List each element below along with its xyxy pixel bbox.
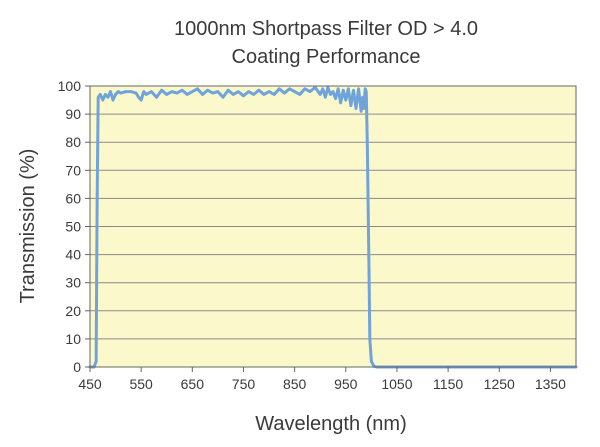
series-line-0 <box>88 85 578 369</box>
y-tick-label-20: 20 <box>65 303 81 319</box>
x-tick-label-550: 550 <box>129 376 153 392</box>
y-tick-label-100: 100 <box>58 78 82 94</box>
y-tick-label-10: 10 <box>65 331 81 347</box>
y-tick-label-70: 70 <box>65 162 81 178</box>
x-tick-label-1250: 1250 <box>484 376 515 392</box>
plot-border <box>89 85 577 368</box>
y-axis-label: Transmission (%) <box>17 149 39 304</box>
x-tick-label-650: 650 <box>181 376 205 392</box>
x-tick-label-1050: 1050 <box>381 376 412 392</box>
y-tick-label-50: 50 <box>65 219 81 235</box>
chart-title: 1000nm Shortpass Filter OD > 4.0 <box>174 18 478 40</box>
x-axis-label: Wavelength (nm) <box>255 413 407 435</box>
y-tick-label-40: 40 <box>65 247 81 263</box>
tick-labels: 0 10 20 30 40 50 60 70 80 90 100 450 550 650 750 850 950… <box>58 78 567 392</box>
y-tick-label-30: 30 <box>65 275 81 291</box>
y-tick-label-0: 0 <box>73 359 81 375</box>
x-tick-label-950: 950 <box>334 376 358 392</box>
series-layer <box>88 85 578 369</box>
x-tick-label-850: 850 <box>283 376 307 392</box>
x-tick-label-1350: 1350 <box>535 376 566 392</box>
chart-subtitle: Coating Performance <box>232 46 421 68</box>
y-tick-label-90: 90 <box>65 106 81 122</box>
x-tick-label-1150: 1150 <box>433 376 463 392</box>
y-tick-label-80: 80 <box>65 134 81 150</box>
x-tick-label-750: 750 <box>232 376 256 392</box>
y-tick-label-60: 60 <box>65 190 81 206</box>
x-tick-label-450: 450 <box>78 376 102 392</box>
axes <box>85 85 577 372</box>
